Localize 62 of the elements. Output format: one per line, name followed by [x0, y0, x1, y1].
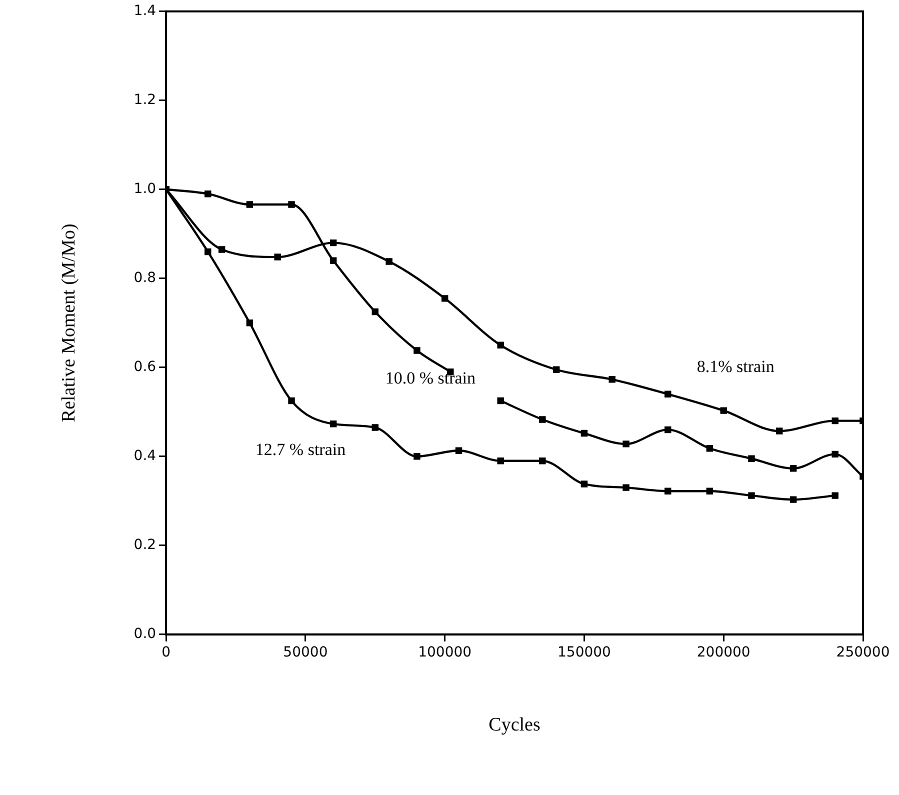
x-tick-label: 50000: [283, 644, 328, 660]
point: [790, 465, 797, 472]
point: [832, 417, 838, 424]
point: [372, 424, 379, 431]
y-tick-label: 0.4: [134, 448, 156, 464]
x-tick-label: 0: [162, 644, 171, 660]
y-tick-label: 1.2: [134, 92, 156, 108]
point: [386, 258, 392, 265]
series-label: 10.0 % strain: [385, 368, 476, 388]
point: [497, 397, 504, 404]
point: [330, 239, 337, 246]
point: [414, 347, 420, 354]
point: [204, 190, 212, 198]
point: [330, 257, 337, 264]
point: [608, 376, 616, 383]
point: [218, 246, 226, 253]
y-tick-label: 1.0: [134, 181, 156, 198]
point: [706, 488, 714, 494]
point: [274, 254, 281, 260]
point: [622, 440, 630, 448]
point: [441, 295, 448, 302]
point: [706, 445, 714, 452]
point: [497, 342, 504, 349]
point: [539, 457, 546, 464]
point: [414, 453, 420, 460]
point: [832, 492, 838, 499]
point: [580, 430, 588, 437]
point: [776, 428, 783, 434]
y-axis-title: Relative Moment (M/Mo): [58, 224, 80, 422]
point: [246, 320, 254, 326]
x-tick-label: 150000: [558, 644, 611, 660]
point: [790, 496, 797, 503]
point: [288, 397, 295, 404]
point: [455, 447, 462, 454]
point: [748, 455, 755, 462]
x-axis-title: Cycles: [488, 714, 540, 736]
point: [622, 484, 630, 491]
y-tick-label: 0.0: [134, 626, 156, 642]
y-tick-label: 0.6: [134, 359, 156, 376]
point: [497, 457, 504, 464]
y-tick-label: 0.8: [134, 270, 156, 286]
x-tick-label: 250000: [836, 644, 890, 660]
point: [664, 488, 672, 494]
y-tick-label: 1.4: [134, 3, 156, 20]
series-label: 12.7 % strain: [255, 440, 346, 460]
point: [330, 420, 337, 428]
point: [372, 308, 379, 316]
point: [539, 416, 546, 423]
x-tick-label: 100000: [418, 644, 472, 660]
y-tick-label: 0.2: [134, 537, 156, 554]
point: [748, 492, 755, 499]
point: [580, 480, 588, 488]
series-label: 8.1% strain: [696, 357, 775, 376]
x-tick-label: 200000: [696, 644, 750, 660]
point: [720, 407, 727, 414]
point: [664, 426, 672, 434]
point: [204, 248, 212, 256]
point: [288, 201, 295, 208]
point: [664, 390, 672, 398]
point: [246, 201, 254, 208]
point: [552, 366, 560, 373]
point: [832, 450, 838, 458]
